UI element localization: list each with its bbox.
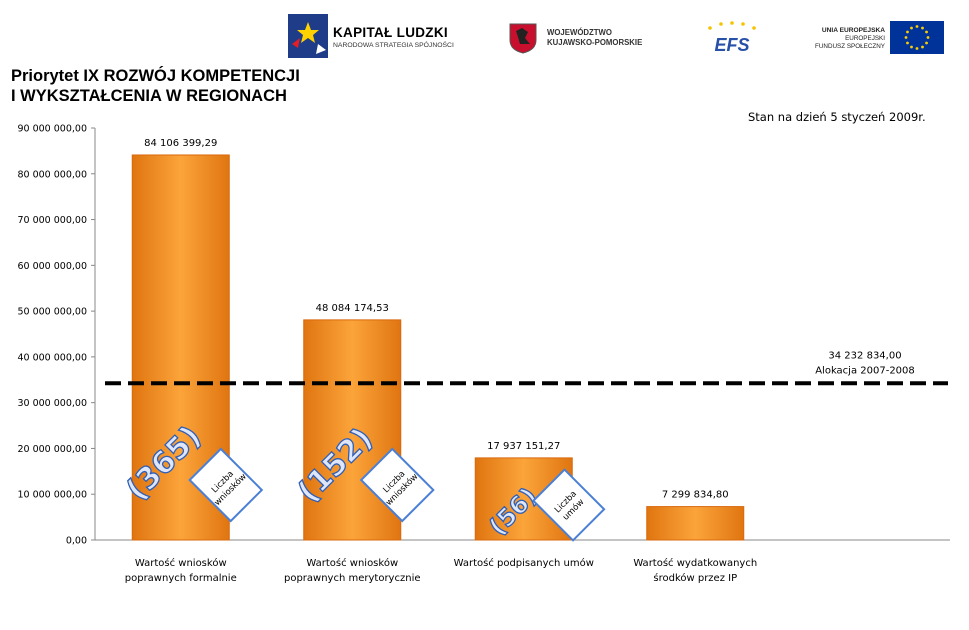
eu-star-icon: [906, 30, 909, 34]
x-category-label: Wartość wniosków: [306, 557, 398, 569]
eu-star-icon: [906, 41, 909, 45]
ue-line3: FUNDUSZ SPOŁECZNY: [815, 43, 885, 50]
eu-star-icon: [925, 41, 928, 45]
y-tick-label: 10 000 000,00: [17, 490, 87, 501]
wojewodztwo-name: WOJEWÓDZTWO KUJAWSKO-POMORSKIE: [547, 28, 643, 47]
eu-star-icon: [910, 26, 913, 30]
allocation-value-label: 34 232 834,00: [828, 350, 901, 361]
bar-value-label: 7 299 834,80: [662, 490, 729, 501]
x-category-label: Wartość wniosków: [135, 557, 227, 569]
x-category-label: środków przez IP: [653, 572, 737, 584]
eu-flag-icon: [890, 21, 944, 54]
eu-star-icon: [921, 45, 924, 49]
eu-star-icon: [904, 36, 908, 39]
bar-value-label: 48 084 174,53: [316, 303, 389, 314]
eu-star-icon: [926, 36, 930, 39]
y-tick-label: 0,00: [66, 536, 87, 547]
bar-value-label: 84 106 399,29: [144, 138, 217, 149]
ue-line1: UNIA EUROPEJSKA: [821, 27, 885, 34]
ue-line2: EUROPEJSKI: [845, 35, 885, 42]
y-tick-label: 80 000 000,00: [17, 169, 87, 180]
x-category-label: Wartość podpisanych umów: [454, 557, 594, 569]
y-tick-label: 40 000 000,00: [17, 352, 87, 363]
y-tick-label: 90 000 000,00: [17, 124, 87, 135]
eu-star-icon: [925, 30, 928, 34]
chart-title: Priorytet IX ROZWÓJ KOMPETENCJI I WYKSZT…: [11, 67, 300, 105]
caption-box-frame: [188, 447, 264, 523]
status-date: Stan na dzień 5 styczeń 2009r.: [748, 110, 926, 124]
bar-value-label: 17 937 151,27: [487, 441, 560, 452]
kapital-ludzki-title: KAPITAŁ LUDZKI: [333, 25, 448, 40]
eu-star-icon: [915, 25, 919, 28]
caption-box-frame: [531, 468, 606, 542]
y-tick-label: 70 000 000,00: [17, 215, 87, 226]
y-tick-label: 60 000 000,00: [17, 261, 87, 272]
efs-text: EFS: [714, 35, 749, 55]
ue-text: UNIA EUROPEJSKA EUROPEJSKI FUNDUSZ SPOŁECZ…: [790, 27, 885, 51]
kapital-ludzki-subtitle: NARODOWA STRATEGIA SPÓJNOŚCI: [333, 42, 454, 49]
caption-box-frame: [359, 447, 435, 523]
x-category-label: poprawnych formalnie: [125, 573, 237, 584]
y-tick-label: 50 000 000,00: [17, 307, 87, 318]
x-category-label: Wartość wydatkowanych: [633, 557, 757, 569]
eu-star-icon: [921, 26, 924, 30]
allocation-text-label: Alokacja 2007-2008: [815, 365, 915, 376]
bar: [646, 506, 745, 541]
wojewodztwo-crest-icon: [509, 23, 537, 54]
y-tick-label: 30 000 000,00: [17, 398, 87, 409]
eu-star-icon: [915, 47, 919, 50]
kapital-ludzki-logo-icon: [288, 14, 328, 58]
y-tick-label: 20 000 000,00: [17, 444, 87, 455]
logo-bar: KAPITAŁ LUDZKI NARODOWA STRATEGIA SPÓJNO…: [0, 0, 969, 70]
efs-logo-icon: EFS: [708, 21, 756, 55]
eu-star-icon: [910, 45, 913, 49]
x-category-label: poprawnych merytorycznie: [284, 573, 421, 584]
